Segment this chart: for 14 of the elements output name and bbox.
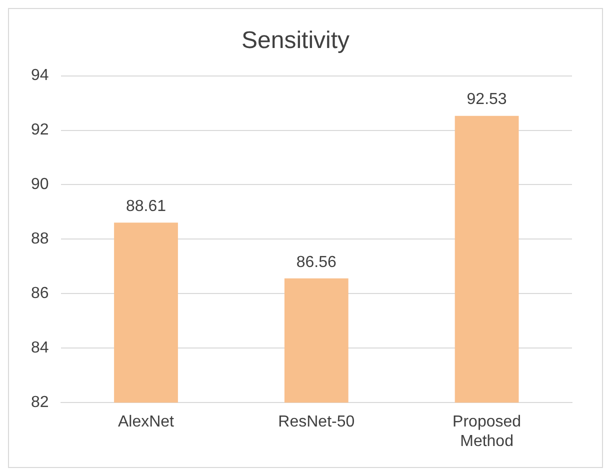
- chart-title: Sensitivity: [241, 27, 350, 54]
- y-tick-label: 86: [31, 285, 49, 302]
- x-tick-label: AlexNet: [118, 414, 175, 431]
- y-tick-label: 94: [31, 67, 49, 84]
- y-tick-label: 92: [31, 122, 49, 139]
- x-tick-label: ResNet-50: [278, 414, 355, 431]
- y-tick-label: 84: [31, 340, 49, 357]
- y-tick-label: 88: [31, 230, 49, 248]
- y-tick-label: 90: [31, 176, 49, 194]
- x-tick-label: Proposed Method: [452, 414, 522, 450]
- data-label: 88.61: [126, 198, 166, 215]
- data-label: 86.56: [296, 254, 337, 271]
- data-label: 92.53: [466, 91, 507, 108]
- y-tick-label: 82: [31, 394, 49, 412]
